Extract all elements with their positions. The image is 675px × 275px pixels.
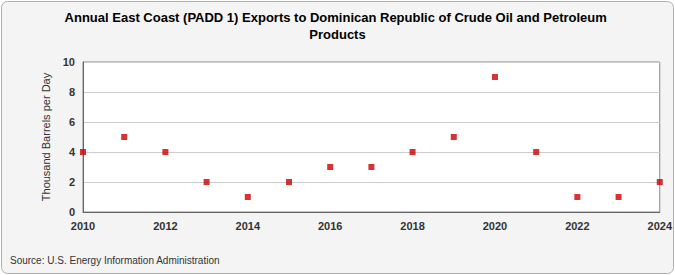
svg-text:2022: 2022 — [565, 220, 589, 232]
svg-text:6: 6 — [69, 116, 75, 128]
svg-text:Source: U.S. Energy Informatio: Source: U.S. Energy Information Administ… — [10, 255, 220, 266]
svg-text:Thousand Barrels per Day: Thousand Barrels per Day — [40, 72, 52, 201]
svg-text:2: 2 — [69, 176, 75, 188]
svg-text:4: 4 — [69, 146, 76, 158]
svg-text:2024: 2024 — [648, 220, 673, 232]
svg-text:2014: 2014 — [236, 220, 261, 232]
svg-text:Products: Products — [309, 27, 365, 42]
svg-text:2010: 2010 — [71, 220, 95, 232]
svg-text:0: 0 — [69, 206, 75, 218]
svg-text:10: 10 — [63, 56, 75, 68]
svg-text:Annual East Coast (PADD 1) Exp: Annual East Coast (PADD 1) Exports to Do… — [65, 10, 611, 25]
svg-text:2018: 2018 — [400, 220, 424, 232]
svg-text:2020: 2020 — [483, 220, 507, 232]
svg-text:2016: 2016 — [318, 220, 342, 232]
svg-text:8: 8 — [69, 86, 75, 98]
svg-text:2012: 2012 — [153, 220, 177, 232]
